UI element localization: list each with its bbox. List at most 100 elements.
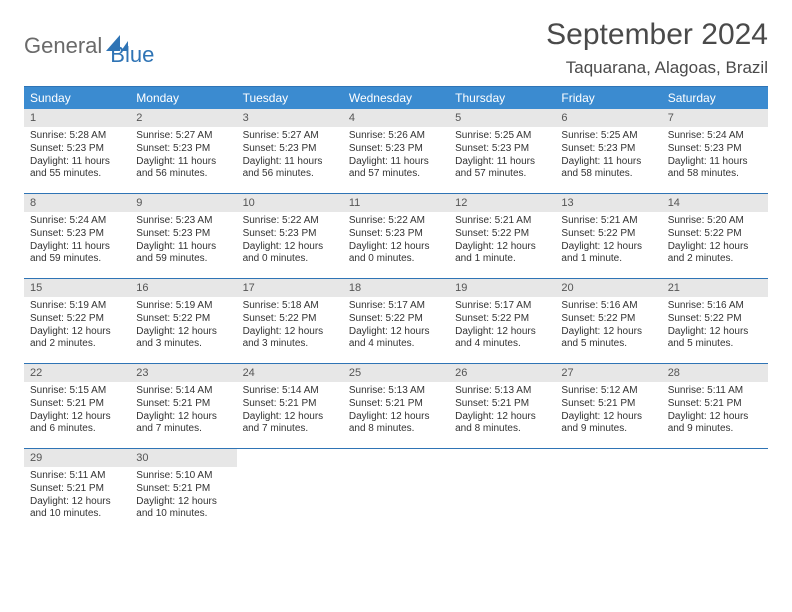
day-line: Sunset: 5:23 PM — [243, 143, 337, 156]
dow-tue: Tuesday — [237, 87, 343, 109]
day-cell: 15Sunrise: 5:19 AMSunset: 5:22 PMDayligh… — [24, 279, 130, 363]
day-line: and 6 minutes. — [30, 423, 124, 436]
logo-word2: Blue — [110, 42, 154, 68]
day-body: Sunrise: 5:28 AMSunset: 5:23 PMDaylight:… — [24, 127, 130, 187]
day-line: Daylight: 12 hours — [349, 411, 443, 424]
day-line: Daylight: 11 hours — [136, 156, 230, 169]
day-line: Sunrise: 5:14 AM — [243, 385, 337, 398]
day-number: 8 — [24, 194, 130, 212]
day-cell: 30Sunrise: 5:10 AMSunset: 5:21 PMDayligh… — [130, 449, 236, 533]
day-line: and 1 minute. — [561, 253, 655, 266]
day-body: Sunrise: 5:15 AMSunset: 5:21 PMDaylight:… — [24, 382, 130, 442]
day-line: Sunrise: 5:16 AM — [668, 300, 762, 313]
day-number: 12 — [449, 194, 555, 212]
day-line: Sunset: 5:23 PM — [349, 143, 443, 156]
day-line: Sunrise: 5:12 AM — [561, 385, 655, 398]
dow-fri: Friday — [555, 87, 661, 109]
day-line: Sunrise: 5:24 AM — [668, 130, 762, 143]
day-line: Sunset: 5:22 PM — [668, 228, 762, 241]
day-line: Daylight: 12 hours — [561, 241, 655, 254]
day-line: Sunrise: 5:15 AM — [30, 385, 124, 398]
day-cell: 16Sunrise: 5:19 AMSunset: 5:22 PMDayligh… — [130, 279, 236, 363]
day-line: Sunrise: 5:19 AM — [136, 300, 230, 313]
day-number: 1 — [24, 109, 130, 127]
day-line: Sunset: 5:21 PM — [30, 483, 124, 496]
day-body: Sunrise: 5:14 AMSunset: 5:21 PMDaylight:… — [130, 382, 236, 442]
day-number: 27 — [555, 364, 661, 382]
day-number: 14 — [662, 194, 768, 212]
day-cell: 12Sunrise: 5:21 AMSunset: 5:22 PMDayligh… — [449, 194, 555, 278]
day-number: 24 — [237, 364, 343, 382]
week-row: 8Sunrise: 5:24 AMSunset: 5:23 PMDaylight… — [24, 194, 768, 279]
day-line: Daylight: 12 hours — [136, 411, 230, 424]
day-cell: 10Sunrise: 5:22 AMSunset: 5:23 PMDayligh… — [237, 194, 343, 278]
day-line: Sunrise: 5:11 AM — [668, 385, 762, 398]
day-line: Sunrise: 5:13 AM — [455, 385, 549, 398]
day-line: Sunrise: 5:23 AM — [136, 215, 230, 228]
day-body: Sunrise: 5:24 AMSunset: 5:23 PMDaylight:… — [662, 127, 768, 187]
day-line: Daylight: 11 hours — [30, 241, 124, 254]
day-line: and 1 minute. — [455, 253, 549, 266]
day-line: Daylight: 12 hours — [243, 326, 337, 339]
day-line: and 7 minutes. — [243, 423, 337, 436]
day-number: 25 — [343, 364, 449, 382]
day-line: and 56 minutes. — [136, 168, 230, 181]
day-body: Sunrise: 5:17 AMSunset: 5:22 PMDaylight:… — [449, 297, 555, 357]
dow-thu: Thursday — [449, 87, 555, 109]
day-line: Sunset: 5:21 PM — [455, 398, 549, 411]
day-number: 3 — [237, 109, 343, 127]
day-number: 20 — [555, 279, 661, 297]
day-number: 21 — [662, 279, 768, 297]
day-line: and 5 minutes. — [668, 338, 762, 351]
day-number: 17 — [237, 279, 343, 297]
day-number: 6 — [555, 109, 661, 127]
day-line: Sunset: 5:23 PM — [243, 228, 337, 241]
day-number: 18 — [343, 279, 449, 297]
header: General Blue September 2024 Taquarana, A… — [24, 18, 768, 78]
day-number: 28 — [662, 364, 768, 382]
day-line: Daylight: 12 hours — [30, 411, 124, 424]
day-line: Sunset: 5:21 PM — [243, 398, 337, 411]
day-body: Sunrise: 5:19 AMSunset: 5:22 PMDaylight:… — [24, 297, 130, 357]
day-cell: 7Sunrise: 5:24 AMSunset: 5:23 PMDaylight… — [662, 109, 768, 193]
day-number: 10 — [237, 194, 343, 212]
day-body: Sunrise: 5:21 AMSunset: 5:22 PMDaylight:… — [449, 212, 555, 272]
day-line: Sunrise: 5:28 AM — [30, 130, 124, 143]
day-line: Sunset: 5:21 PM — [349, 398, 443, 411]
day-number — [343, 449, 449, 467]
day-line: Sunrise: 5:17 AM — [455, 300, 549, 313]
day-line: Sunrise: 5:19 AM — [30, 300, 124, 313]
day-cell: 20Sunrise: 5:16 AMSunset: 5:22 PMDayligh… — [555, 279, 661, 363]
day-line: Sunrise: 5:27 AM — [136, 130, 230, 143]
day-line: Daylight: 12 hours — [561, 326, 655, 339]
dow-sun: Sunday — [24, 87, 130, 109]
day-body: Sunrise: 5:12 AMSunset: 5:21 PMDaylight:… — [555, 382, 661, 442]
day-line: Sunrise: 5:13 AM — [349, 385, 443, 398]
day-line: Sunset: 5:22 PM — [561, 228, 655, 241]
day-line: Sunset: 5:22 PM — [243, 313, 337, 326]
day-cell: 29Sunrise: 5:11 AMSunset: 5:21 PMDayligh… — [24, 449, 130, 533]
day-line: Daylight: 12 hours — [349, 326, 443, 339]
day-line: Sunrise: 5:27 AM — [243, 130, 337, 143]
day-body: Sunrise: 5:16 AMSunset: 5:22 PMDaylight:… — [662, 297, 768, 357]
day-body: Sunrise: 5:26 AMSunset: 5:23 PMDaylight:… — [343, 127, 449, 187]
day-number: 15 — [24, 279, 130, 297]
day-line: Sunset: 5:22 PM — [455, 313, 549, 326]
day-number: 19 — [449, 279, 555, 297]
day-body: Sunrise: 5:13 AMSunset: 5:21 PMDaylight:… — [449, 382, 555, 442]
day-cell: 2Sunrise: 5:27 AMSunset: 5:23 PMDaylight… — [130, 109, 236, 193]
day-body: Sunrise: 5:10 AMSunset: 5:21 PMDaylight:… — [130, 467, 236, 527]
day-line: Daylight: 11 hours — [136, 241, 230, 254]
day-line: Sunset: 5:23 PM — [30, 143, 124, 156]
week-row: 22Sunrise: 5:15 AMSunset: 5:21 PMDayligh… — [24, 364, 768, 449]
day-line: and 7 minutes. — [136, 423, 230, 436]
title-block: September 2024 Taquarana, Alagoas, Brazi… — [546, 18, 768, 78]
day-cell: 28Sunrise: 5:11 AMSunset: 5:21 PMDayligh… — [662, 364, 768, 448]
day-line: Daylight: 12 hours — [668, 241, 762, 254]
day-line: Sunrise: 5:21 AM — [561, 215, 655, 228]
day-number: 11 — [343, 194, 449, 212]
day-number — [237, 449, 343, 467]
day-line: and 56 minutes. — [243, 168, 337, 181]
day-line: Sunrise: 5:21 AM — [455, 215, 549, 228]
day-line: Sunset: 5:23 PM — [136, 143, 230, 156]
